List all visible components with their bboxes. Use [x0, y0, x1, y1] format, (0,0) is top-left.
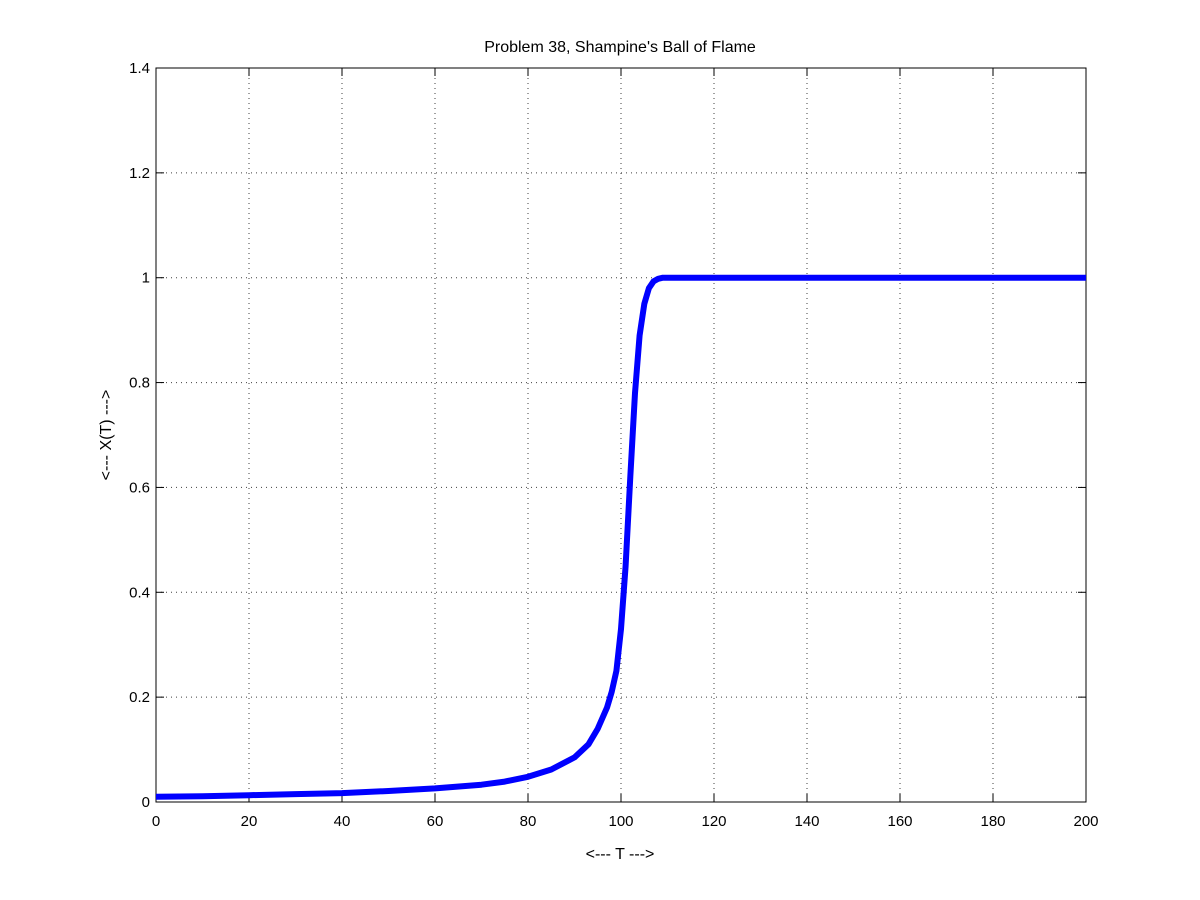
y-tick-label: 0.2 — [129, 689, 150, 706]
x-tick-label: 180 — [980, 813, 1005, 830]
series-line-1 — [155, 274, 1086, 800]
y-tick-label: 1 — [142, 270, 150, 287]
grid — [156, 68, 1086, 802]
x-tick-label: 120 — [701, 813, 726, 830]
y-tick-label: 0.8 — [129, 375, 150, 392]
x-tick-label: 200 — [1073, 813, 1098, 830]
y-tick-label: 1.2 — [129, 165, 150, 182]
x-tick-label: 80 — [520, 813, 537, 830]
y-tick-label: 0.4 — [129, 584, 150, 601]
x-tick-label: 160 — [887, 813, 912, 830]
series-group — [155, 274, 1086, 800]
y-tick-label: 1.4 — [129, 60, 150, 77]
x-tick-label: 0 — [152, 813, 160, 830]
x-tick-label: 140 — [794, 813, 819, 830]
axis-ticks: 0 20 40 60 80 100 120 140 160 180 200 0 0.2 0.4 0.6 0.8… — [129, 60, 1098, 830]
y-tick-label: 0.6 — [129, 479, 150, 496]
chart-title: Problem 38, Shampine's Ball of Flame — [484, 39, 756, 56]
x-tick-label: 40 — [334, 813, 351, 830]
y-axis-title: <--- X(T) ---> — [98, 390, 115, 481]
x-tick-label: 60 — [427, 813, 444, 830]
x-axis-title: <--- T ---> — [586, 846, 655, 863]
x-tick-label: 20 — [241, 813, 258, 830]
y-tick-label: 0 — [142, 794, 150, 811]
x-tick-label: 100 — [608, 813, 633, 830]
